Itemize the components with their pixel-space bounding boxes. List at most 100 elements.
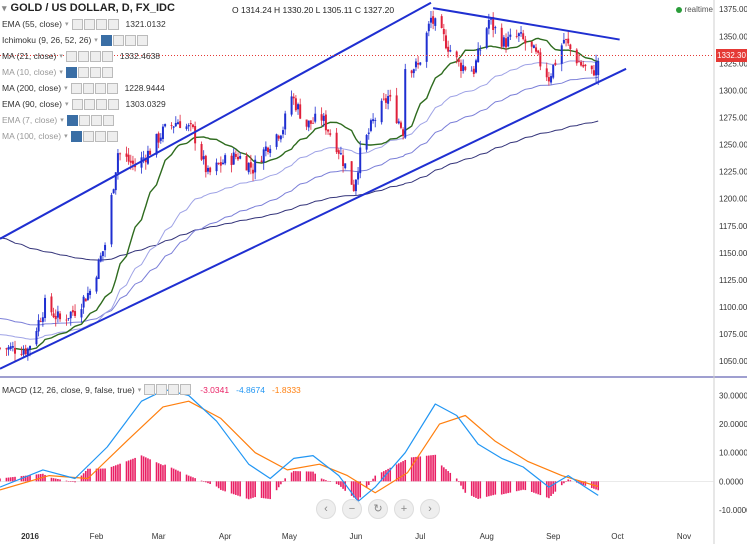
dropdown-arrow-icon[interactable]: ▾	[59, 69, 63, 76]
remove-icon[interactable]	[180, 384, 192, 395]
settings-icon[interactable]	[83, 98, 95, 110]
remove-icon[interactable]	[106, 82, 118, 94]
macd-legend-label[interactable]: MACD (12, 26, close, 9, false, true)	[2, 384, 135, 395]
indicator-label[interactable]: EMA (55, close)	[2, 19, 62, 29]
histogram-bar	[50, 477, 53, 482]
candle-body	[39, 321, 42, 322]
histogram-bar	[222, 481, 224, 491]
histogram-bar	[22, 475, 25, 482]
histogram-bar	[44, 474, 46, 482]
histogram-bar	[569, 480, 572, 482]
histogram-bar	[37, 474, 40, 482]
histogram-bar	[310, 471, 312, 482]
candle-body	[387, 96, 390, 104]
histogram-bar	[475, 481, 477, 498]
indicator-label[interactable]: Ichimoku (9, 26, 52, 26)	[2, 35, 92, 45]
settings-icon[interactable]	[78, 114, 90, 126]
macd-tick-label: -10.0000	[719, 506, 747, 515]
zoom-out-icon[interactable]: −	[342, 499, 362, 519]
add-icon[interactable]	[89, 66, 101, 78]
histogram-bar	[74, 481, 76, 483]
candle-body	[217, 163, 220, 164]
visibility-icon[interactable]	[66, 114, 78, 126]
settings-icon[interactable]	[82, 130, 94, 142]
indicator-label[interactable]: MA (200, close)	[2, 83, 62, 93]
histogram-bar	[563, 481, 565, 484]
indicator-label[interactable]: MA (21, close)	[2, 51, 57, 61]
scroll-right-icon[interactable]: ›	[420, 499, 440, 519]
candle-body	[114, 172, 117, 191]
remove-icon[interactable]	[107, 98, 119, 110]
remove-icon[interactable]	[101, 66, 113, 78]
candle-body	[191, 124, 194, 128]
settings-icon[interactable]	[82, 82, 94, 94]
histogram-bar	[537, 481, 539, 495]
histogram-bar	[292, 471, 295, 482]
remove-icon[interactable]	[107, 18, 119, 30]
remove-icon[interactable]	[102, 114, 114, 126]
remove-icon[interactable]	[106, 130, 118, 142]
add-icon[interactable]	[89, 50, 101, 62]
indicator-legend: EMA (55, close) ▾ 1321.0132	[2, 17, 166, 31]
visibility-icon[interactable]	[70, 130, 82, 142]
symbol-title[interactable]: GOLD / US DOLLAR, D, FX_IDC	[10, 2, 175, 14]
add-icon[interactable]	[95, 18, 107, 30]
collapse-icon[interactable]: ▾	[2, 2, 7, 13]
reset-icon[interactable]: ↻	[368, 499, 388, 519]
histogram-bar	[505, 481, 507, 494]
scroll-left-icon[interactable]: ‹	[316, 499, 336, 519]
dropdown-arrow-icon[interactable]: ▾	[137, 386, 142, 394]
visibility-icon[interactable]	[100, 34, 112, 46]
dropdown-arrow-icon[interactable]: ▾	[65, 21, 69, 28]
candle-body	[582, 64, 585, 67]
dropdown-arrow-icon[interactable]: ▾	[64, 85, 68, 92]
indicator-label[interactable]: MA (100, close)	[2, 131, 62, 141]
settings-icon[interactable]	[77, 66, 89, 78]
histogram-bar	[400, 462, 402, 482]
histogram-bar	[582, 481, 585, 485]
add-icon[interactable]	[95, 98, 107, 110]
remove-icon[interactable]	[136, 34, 148, 46]
dropdown-arrow-icon[interactable]: ▾	[64, 133, 68, 140]
visibility-icon[interactable]	[144, 384, 156, 395]
indicator-label[interactable]: MA (10, close)	[2, 67, 57, 77]
candle-body	[134, 165, 137, 168]
histogram-bar	[494, 481, 497, 495]
histogram-bar	[425, 455, 428, 482]
settings-icon[interactable]	[156, 384, 168, 395]
visibility-icon[interactable]	[70, 82, 82, 94]
dropdown-arrow-icon[interactable]: ▾	[94, 37, 98, 44]
add-icon[interactable]	[94, 130, 106, 142]
histogram-bar	[305, 471, 308, 482]
candle-body	[41, 317, 44, 322]
dropdown-arrow-icon[interactable]: ▾	[59, 53, 63, 60]
indicator-label[interactable]: EMA (90, close)	[2, 99, 62, 109]
histogram-bar	[290, 472, 293, 482]
add-icon[interactable]	[124, 34, 136, 46]
candle-body	[477, 48, 480, 63]
visibility-icon[interactable]	[65, 66, 77, 78]
settings-icon[interactable]	[77, 50, 89, 62]
dropdown-arrow-icon[interactable]: ▾	[60, 117, 64, 124]
histogram-bar	[380, 472, 383, 482]
visibility-icon[interactable]	[71, 98, 83, 110]
visibility-icon[interactable]	[71, 18, 83, 30]
remove-icon[interactable]	[101, 50, 113, 62]
settings-icon[interactable]	[83, 18, 95, 30]
candle-body	[71, 310, 74, 313]
indicator-label[interactable]: EMA (7, close)	[2, 115, 58, 125]
dropdown-arrow-icon[interactable]: ▾	[65, 101, 69, 108]
histogram-bar	[314, 473, 316, 482]
histogram-bar	[307, 471, 310, 482]
add-icon[interactable]	[168, 384, 180, 395]
add-icon[interactable]	[94, 82, 106, 94]
candle-body	[7, 347, 10, 350]
zoom-in-icon[interactable]: +	[394, 499, 414, 519]
histogram-bar	[470, 481, 473, 496]
add-icon[interactable]	[90, 114, 102, 126]
settings-icon[interactable]	[112, 34, 124, 46]
visibility-icon[interactable]	[65, 50, 77, 62]
candle-body	[14, 348, 17, 354]
histogram-bar	[383, 471, 385, 482]
candle-body	[502, 37, 505, 47]
